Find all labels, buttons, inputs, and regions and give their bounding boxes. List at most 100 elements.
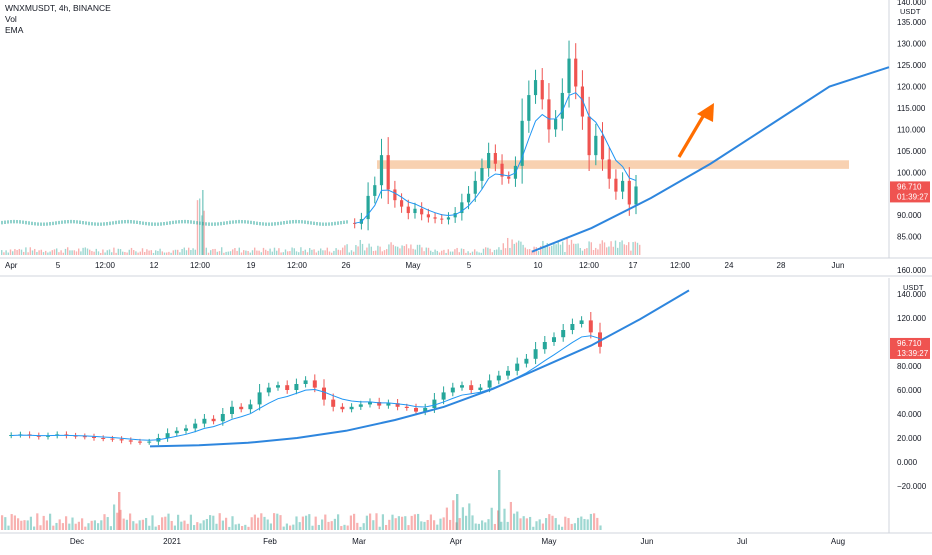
volume-bar-bottom xyxy=(436,524,439,530)
volume-bar xyxy=(218,251,221,255)
volume-bar xyxy=(36,251,38,255)
volume-bar-bottom xyxy=(225,517,228,530)
volume-bar xyxy=(357,246,359,255)
volume-bar xyxy=(119,249,122,255)
time-tick-bottom: Jun xyxy=(641,537,654,546)
last-price-value-bottom: 96.710 xyxy=(897,339,922,348)
volume-bar xyxy=(463,249,465,255)
volume-bar-bottom xyxy=(253,514,256,530)
volume-bar xyxy=(152,252,155,255)
volume-bar xyxy=(84,247,86,255)
volume-bar xyxy=(368,243,370,255)
volume-bar xyxy=(350,250,353,255)
price-tick-bottom: 140.000 xyxy=(897,290,926,299)
candle xyxy=(500,163,504,177)
volume-bar-bottom xyxy=(231,516,234,530)
candle xyxy=(547,99,551,130)
volume-bar xyxy=(258,250,260,255)
volume-bar xyxy=(498,247,500,255)
daily-candle xyxy=(478,387,483,390)
daily-candle xyxy=(110,438,115,440)
volume-bar xyxy=(3,252,5,255)
volume-bar xyxy=(71,250,73,255)
volume-bar xyxy=(192,248,194,255)
volume-bar-bottom xyxy=(263,516,266,530)
volume-bar xyxy=(280,252,282,255)
volume-bar xyxy=(276,250,278,255)
volume-bar-bottom xyxy=(535,521,538,530)
volume-bar xyxy=(1,250,3,255)
volume-bar-bottom xyxy=(218,513,221,530)
daily-candle xyxy=(220,414,225,422)
volume-bar-bottom xyxy=(583,518,586,530)
volume-bar xyxy=(106,250,108,255)
daily-candle xyxy=(524,358,529,364)
time-tick: Apr xyxy=(5,261,18,270)
daily-candle xyxy=(36,435,41,437)
volume-bar xyxy=(115,252,117,255)
volume-bar xyxy=(225,251,227,255)
volume-bar xyxy=(78,248,80,255)
volume-bar xyxy=(29,247,31,255)
volume-bar xyxy=(75,251,78,255)
daily-candle xyxy=(515,363,520,371)
volume-bar xyxy=(460,248,463,255)
volume-bar-bottom xyxy=(365,515,368,530)
volume-bar xyxy=(111,252,113,255)
volume-bar-bottom xyxy=(551,515,554,530)
volume-bar xyxy=(493,249,496,255)
daily-candle xyxy=(460,385,464,388)
volume-bar xyxy=(366,247,368,255)
volume-bar xyxy=(540,245,542,255)
volume-bar xyxy=(300,247,302,255)
volume-bar xyxy=(104,252,106,255)
daily-candle xyxy=(395,403,400,407)
price-tick: 100.000 xyxy=(897,168,926,177)
price-tick-bottom: −20.000 xyxy=(897,482,927,491)
candle xyxy=(527,95,531,121)
volume-bar-bottom xyxy=(33,526,36,530)
daily-candle xyxy=(119,439,124,441)
volume-bar xyxy=(188,247,190,255)
daily-candle xyxy=(322,387,326,400)
volume-bar xyxy=(430,250,432,255)
volume-bar xyxy=(619,242,621,255)
volume-bar xyxy=(34,248,36,255)
volume-indicator-label: Vol xyxy=(5,14,17,24)
volume-bar xyxy=(27,252,29,255)
volume-bar-bottom xyxy=(529,516,532,530)
candle xyxy=(406,206,410,214)
volume-bar-bottom xyxy=(52,525,55,530)
daily-candle xyxy=(193,423,198,429)
volume-bar-bottom xyxy=(71,517,74,530)
time-tick: 10 xyxy=(534,261,543,270)
time-tick-bottom: Aug xyxy=(831,537,845,546)
volume-bar-bottom xyxy=(26,520,29,530)
candle xyxy=(473,180,477,194)
volume-bar-bottom xyxy=(577,517,580,530)
volume-bar xyxy=(168,251,170,255)
orange-arrow-shaft xyxy=(677,112,707,158)
daily-candle xyxy=(9,435,14,436)
volume-bar-bottom xyxy=(586,519,589,530)
daily-candle xyxy=(128,440,133,442)
volume-bar xyxy=(511,239,513,255)
candle xyxy=(413,208,417,214)
volume-bar xyxy=(203,210,205,255)
volume-bar-bottom xyxy=(141,519,144,530)
volume-bar xyxy=(205,247,207,255)
volume-bar xyxy=(445,252,447,255)
volume-bar-bottom xyxy=(401,516,404,530)
volume-bar xyxy=(632,242,634,255)
volume-bar xyxy=(5,250,7,255)
volume-bar xyxy=(221,247,223,255)
volume-bar xyxy=(383,250,386,255)
price-tick: 110.000 xyxy=(897,125,926,134)
daily-candle xyxy=(404,406,409,408)
volume-bar xyxy=(421,247,423,255)
volume-bar xyxy=(133,250,135,255)
volume-bar xyxy=(614,240,617,255)
volume-bar-bottom xyxy=(118,492,121,530)
